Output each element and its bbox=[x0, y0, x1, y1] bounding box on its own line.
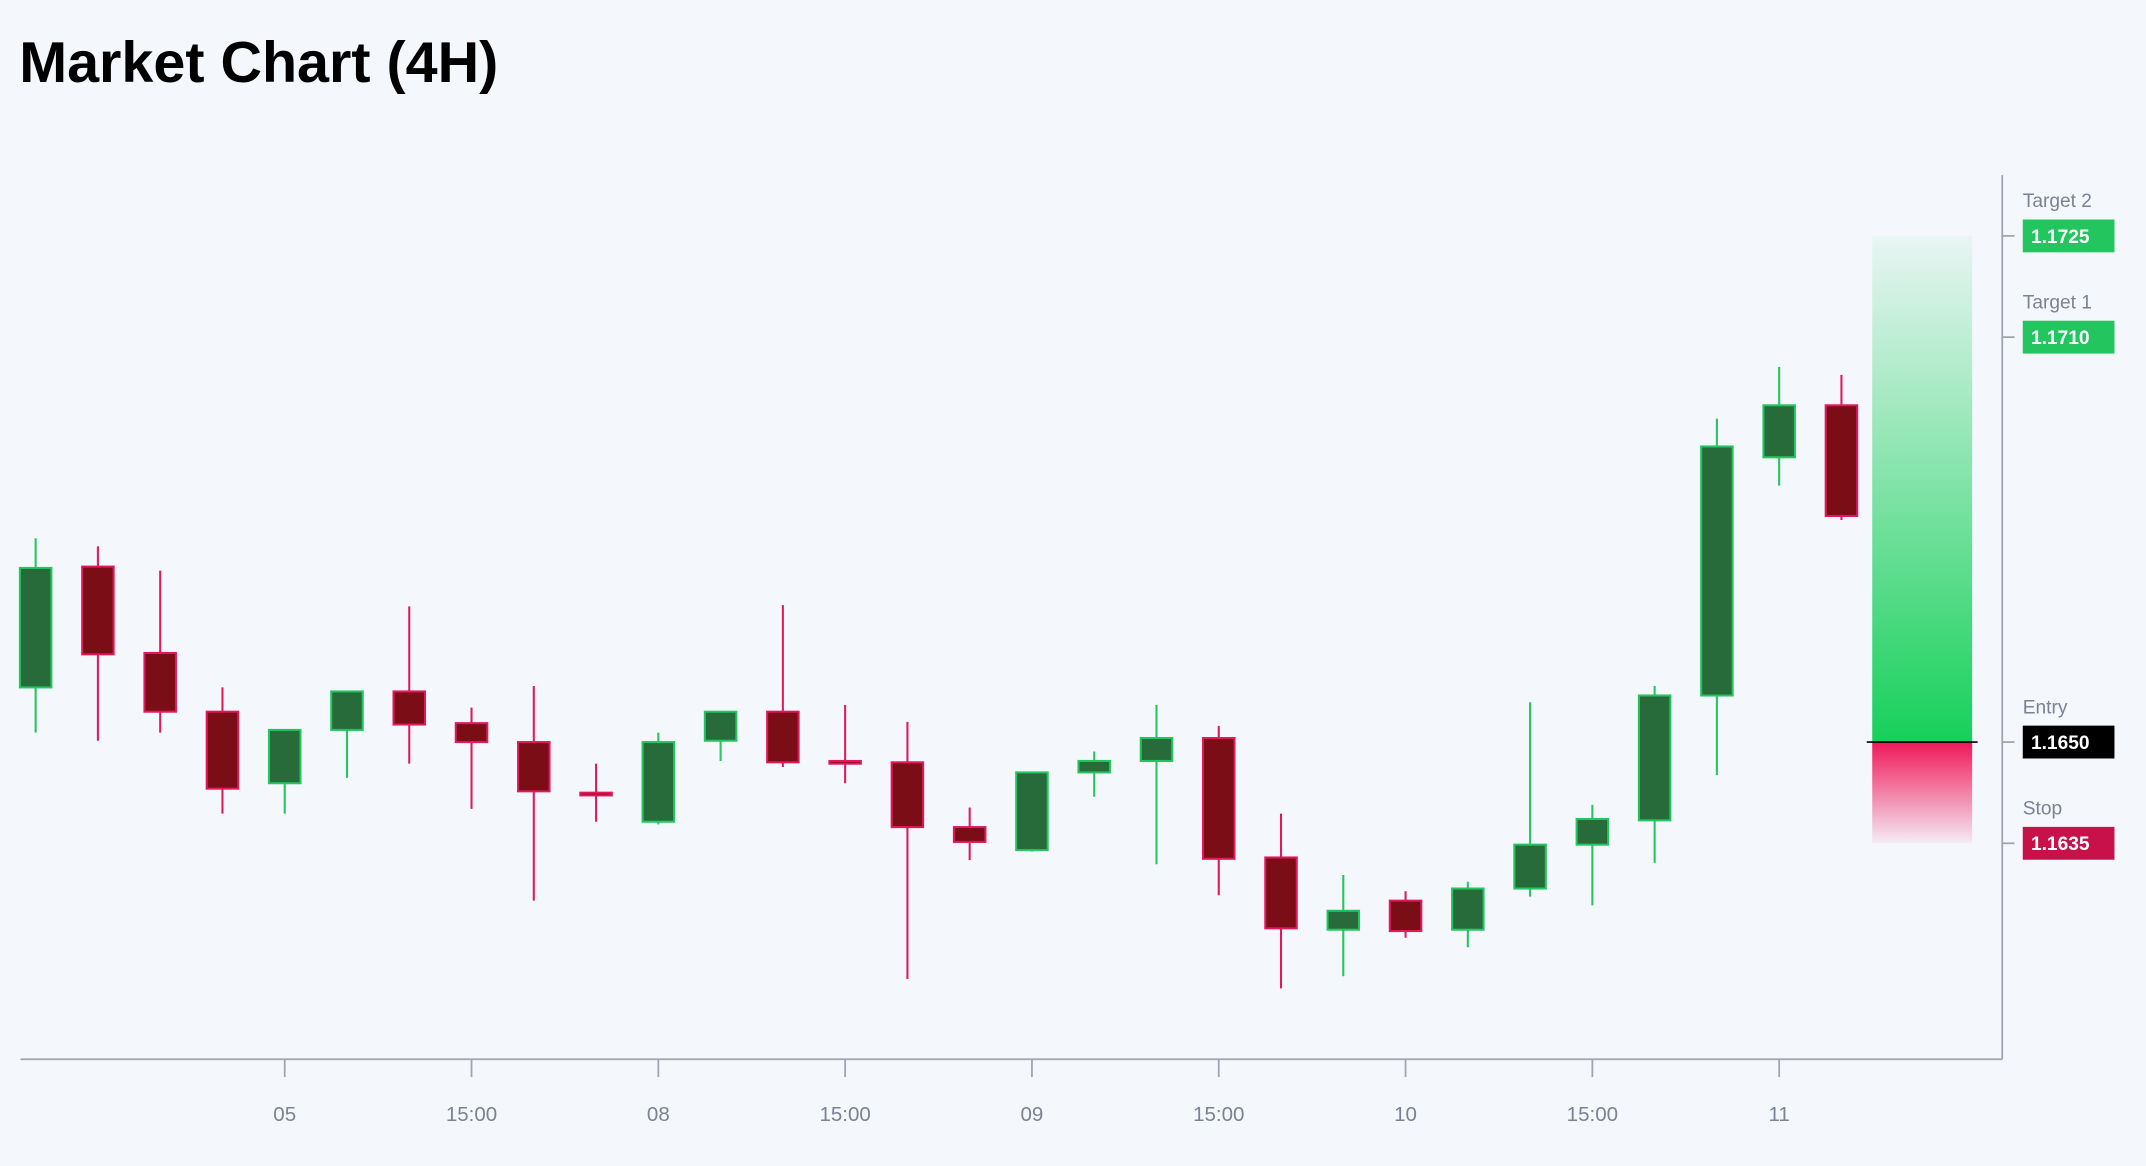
candle-body bbox=[1575, 817, 1610, 846]
candle-body bbox=[81, 565, 115, 656]
candle-body bbox=[1326, 909, 1361, 931]
x-tick-label: 15:00 bbox=[1567, 1103, 1618, 1126]
candle-body bbox=[18, 566, 53, 689]
candle-body bbox=[1824, 404, 1859, 518]
x-tick-label: 15:00 bbox=[446, 1103, 497, 1126]
candle-body bbox=[641, 741, 676, 823]
level-name: Target 1 bbox=[2023, 292, 2092, 313]
candle-body bbox=[517, 741, 551, 793]
level-name: Stop bbox=[2023, 799, 2062, 820]
candle-body bbox=[1513, 843, 1547, 890]
chart-title: Market Chart (4H) bbox=[19, 31, 498, 95]
candle-body bbox=[1015, 771, 1049, 852]
candle-body bbox=[267, 728, 302, 785]
candle-body bbox=[1451, 887, 1485, 931]
loss-zone bbox=[1872, 742, 1973, 844]
level-badge bbox=[2022, 320, 2115, 354]
level-name: Target 2 bbox=[2023, 191, 2092, 212]
level-name: Entry bbox=[2023, 697, 2068, 718]
candle-body bbox=[392, 690, 427, 726]
level-value: 1.1650 bbox=[2031, 733, 2090, 754]
profit-zone bbox=[1872, 235, 1973, 743]
x-tick-label: 05 bbox=[273, 1103, 296, 1126]
candle-body bbox=[1700, 445, 1734, 697]
candle-body bbox=[1388, 899, 1423, 933]
x-tick-label: 15:00 bbox=[1193, 1103, 1244, 1126]
candle-body bbox=[454, 722, 489, 744]
candle-body bbox=[766, 710, 800, 764]
x-tick-label: 08 bbox=[647, 1103, 670, 1126]
candle-body bbox=[890, 761, 925, 829]
level-value: 1.1710 bbox=[2031, 328, 2090, 349]
level-value: 1.1635 bbox=[2031, 834, 2090, 855]
candle-body bbox=[1264, 856, 1298, 930]
candle-body bbox=[579, 791, 613, 797]
candle-body bbox=[330, 690, 364, 731]
level-badge bbox=[2022, 219, 2115, 253]
candle-body bbox=[703, 710, 738, 742]
candle-body bbox=[143, 651, 177, 713]
level-badge bbox=[2022, 826, 2115, 860]
candle-body bbox=[205, 710, 240, 790]
candle-body bbox=[828, 759, 862, 765]
x-tick-label: 11 bbox=[1769, 1103, 1790, 1126]
candle-body bbox=[952, 826, 987, 843]
x-tick-label: 15:00 bbox=[819, 1103, 870, 1126]
candle-body bbox=[1077, 759, 1111, 774]
x-tick-label: 10 bbox=[1394, 1103, 1417, 1126]
level-value: 1.1725 bbox=[2031, 227, 2090, 248]
x-tick-label: 09 bbox=[1021, 1103, 1044, 1126]
candle-body bbox=[1139, 736, 1174, 762]
candle-body bbox=[1762, 404, 1796, 459]
candle-body bbox=[1201, 736, 1236, 860]
level-badge bbox=[2022, 725, 2115, 759]
candle-body bbox=[1637, 694, 1672, 822]
